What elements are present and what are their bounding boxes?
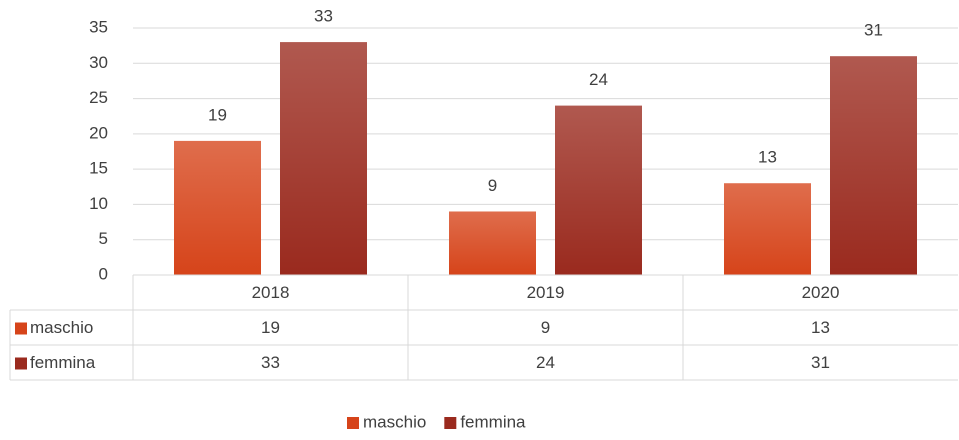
table-row-label: maschio xyxy=(30,318,93,337)
legend-key xyxy=(444,417,457,429)
y-tick-label: 5 xyxy=(99,229,108,248)
bar xyxy=(555,105,642,275)
y-tick-label: 10 xyxy=(89,194,108,213)
data-label: 31 xyxy=(864,21,883,40)
bar xyxy=(724,183,811,275)
y-tick-label: 25 xyxy=(89,88,108,107)
legend-key xyxy=(15,322,27,335)
table-cell: 33 xyxy=(261,353,280,372)
legend-label: femmina xyxy=(460,412,526,431)
data-label: 13 xyxy=(758,148,777,167)
x-tick-label: 2020 xyxy=(802,283,840,302)
y-tick-label: 35 xyxy=(89,17,108,36)
table-cell: 19 xyxy=(261,318,280,337)
bar xyxy=(830,56,917,275)
y-tick-label: 15 xyxy=(89,159,108,178)
x-tick-label: 2018 xyxy=(252,283,290,302)
y-tick-label: 30 xyxy=(89,53,108,72)
legend-label: maschio xyxy=(363,412,426,431)
table-cell: 13 xyxy=(811,318,830,337)
bar xyxy=(449,211,536,275)
x-tick-label: 2019 xyxy=(527,283,565,302)
legend-key xyxy=(15,357,27,370)
bar xyxy=(280,42,367,275)
y-tick-label: 0 xyxy=(99,264,108,283)
bar xyxy=(174,140,261,275)
y-tick-label: 20 xyxy=(89,123,108,142)
table-cell: 31 xyxy=(811,353,830,372)
table-cell: 9 xyxy=(541,318,550,337)
data-label: 24 xyxy=(589,70,608,89)
legend-key xyxy=(347,417,359,429)
table-row-label: femmina xyxy=(30,353,96,372)
data-label: 19 xyxy=(208,105,227,124)
data-label: 33 xyxy=(314,7,333,26)
table-cell: 24 xyxy=(536,353,555,372)
data-label: 9 xyxy=(488,176,497,195)
